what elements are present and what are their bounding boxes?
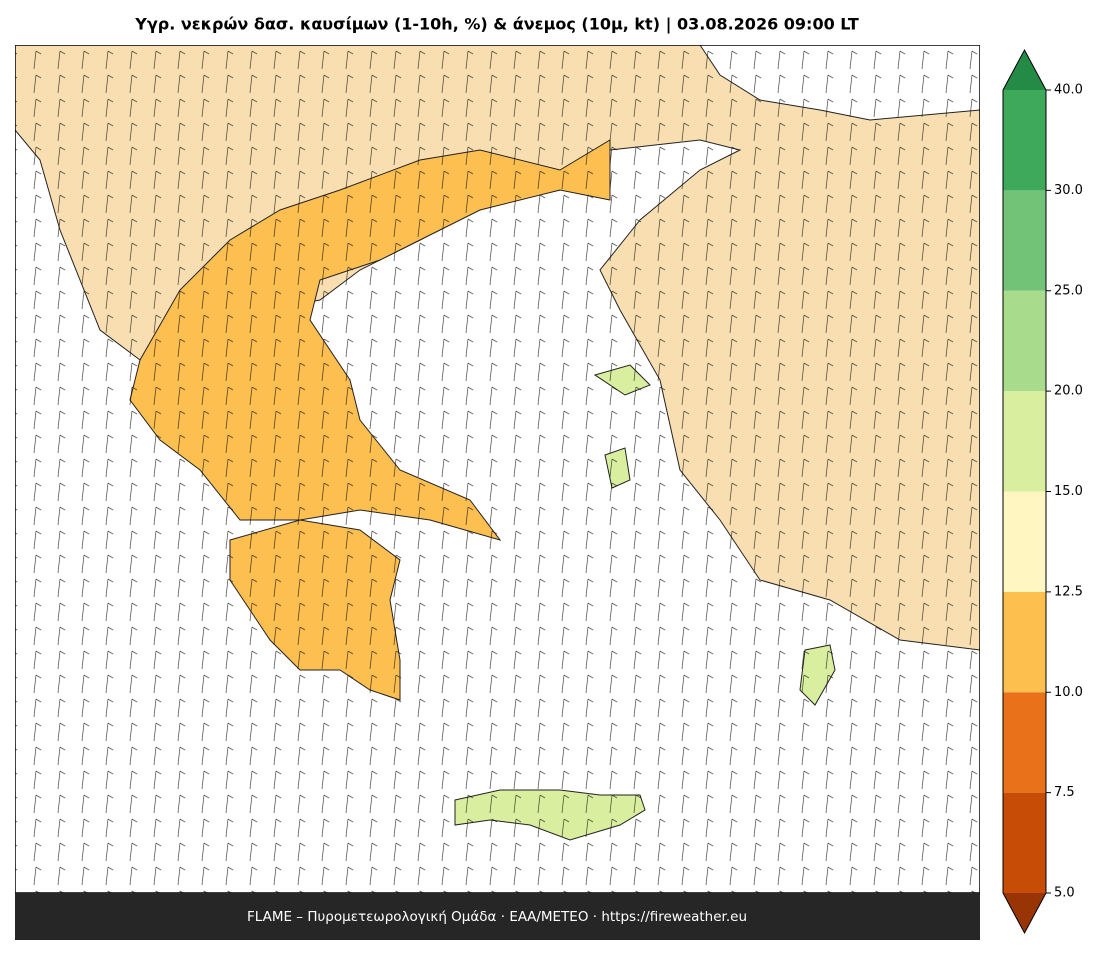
colorbar-tick-label: 30.0 <box>1054 183 1083 198</box>
colorbar-tick-label: 20.0 <box>1054 384 1083 399</box>
map <box>15 45 980 893</box>
footer-bar <box>15 893 980 940</box>
colorbar-bin <box>1003 391 1046 492</box>
colorbar-under <box>1003 893 1046 933</box>
colorbar-bin <box>1003 491 1046 592</box>
colorbar-tick-label: 10.0 <box>1054 685 1083 700</box>
colorbar-bin <box>1003 90 1046 191</box>
colorbar-tick-label: 5.0 <box>1054 886 1075 901</box>
colorbar-bin <box>1003 591 1046 693</box>
colorbar-bin <box>1003 792 1046 893</box>
colorbar-tick-label: 12.5 <box>1054 584 1083 599</box>
colorbar-bin <box>1003 692 1046 793</box>
colorbar: 5.0 7.5 10.0 12.5 15.0 20.0 25.0 30.0 40.0 <box>1002 48 1083 935</box>
colorbar-tick-label: 7.5 <box>1054 785 1075 800</box>
colorbar-over <box>1003 50 1046 90</box>
colorbar-tick-label: 25.0 <box>1054 283 1083 298</box>
footer-text: FLAME – Πυρομετεωρολογική Ομάδα · ΕΑΑ/ME… <box>247 909 747 925</box>
colorbar-bin <box>1003 290 1046 392</box>
colorbar-bin <box>1003 190 1046 291</box>
colorbar-tick-label: 15.0 <box>1054 484 1083 499</box>
wind-barbs <box>15 45 980 893</box>
colorbar-tick-label: 40.0 <box>1054 83 1083 98</box>
map-title: Υγρ. νεκρών δασ. καυσίμων (1-10h, %) & ά… <box>134 15 859 35</box>
